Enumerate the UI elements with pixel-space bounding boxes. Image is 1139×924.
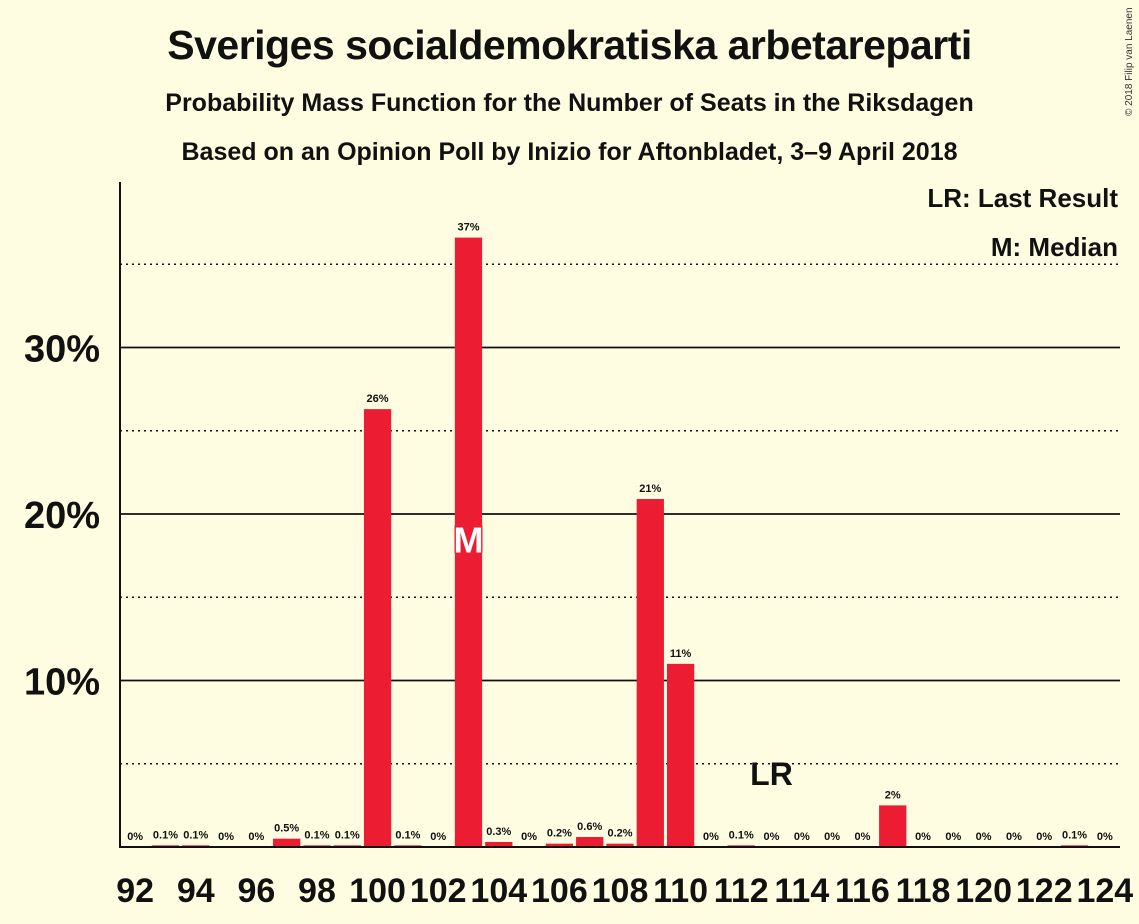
data-label: 0% [1097,831,1113,843]
bar [485,842,513,847]
bar [636,499,664,847]
data-label: 0.2% [607,828,632,840]
y-tick-label: 20% [24,495,100,537]
data-label: 0% [127,831,143,843]
bar [606,843,634,847]
data-label: 0% [1036,831,1052,843]
data-label: 0% [703,831,719,843]
data-label: 0.2% [547,828,572,840]
bar [666,663,695,847]
x-tick-label: 106 [531,872,588,910]
data-label: 0.1% [335,829,360,841]
x-tick-label: 102 [410,872,467,910]
data-label: 0% [764,831,780,843]
data-label: 26% [367,393,389,405]
bar [879,805,907,847]
y-tick-label: 10% [24,662,100,704]
data-label: 0.3% [486,826,511,838]
bar [545,843,574,847]
x-tick-label: 120 [955,872,1012,910]
bar [576,837,604,847]
data-label: 0% [521,831,537,843]
data-label: 0.1% [729,829,754,841]
data-label: 0% [824,831,840,843]
x-tick-label: 98 [298,872,336,910]
legend-last-result: LR: Last Result [927,183,1118,213]
x-tick-label: 108 [592,872,649,910]
data-label: 11% [670,648,692,660]
data-label: 0.1% [183,829,208,841]
data-label: 0.5% [274,823,299,835]
last-result-marker: LR [750,756,793,792]
legend-median: M: Median [990,232,1118,262]
x-tick-label: 104 [470,872,527,910]
data-label: 0.1% [153,829,178,841]
chart-subtitle-source: Based on an Opinion Poll by Inizio for A… [181,138,958,166]
data-label: 0% [248,831,264,843]
data-label: 0% [976,831,992,843]
data-label: 0% [218,831,234,843]
x-tick-label: 92 [116,872,154,910]
x-tick-label: 94 [177,872,215,910]
data-label: 0.1% [304,829,329,841]
x-tick-label: 110 [653,872,708,910]
data-label: 0.6% [577,821,602,833]
x-tick-label: 118 [896,872,951,910]
x-tick-label: 112 [714,872,769,910]
x-tick-label: 124 [1076,872,1133,910]
median-marker-bg [454,525,483,554]
data-label: 37% [457,222,479,234]
data-label: 0.1% [395,829,420,841]
chart-title: Sveriges socialdemokratiska arbetarepart… [167,22,972,68]
x-tick-label: 116 [835,872,890,910]
x-tick-label: 114 [774,872,829,910]
data-label: 21% [639,483,661,495]
x-tick-label: 122 [1016,872,1073,910]
data-label: 2% [885,789,901,801]
data-label: 0% [854,831,870,843]
x-tick-label: 96 [237,872,275,910]
data-label: 0% [915,831,931,843]
data-label: 0.1% [1062,829,1087,841]
bar [363,409,392,847]
y-tick-label: 30% [24,329,100,371]
data-label: 0% [1006,831,1022,843]
x-tick-label: 100 [349,872,406,910]
chart-subtitle: Probability Mass Function for the Number… [165,89,974,117]
bar [273,838,301,847]
data-label: 0% [794,831,810,843]
data-label: 0% [945,831,961,843]
median-marker: M [453,519,483,560]
data-label: 0% [430,831,446,843]
